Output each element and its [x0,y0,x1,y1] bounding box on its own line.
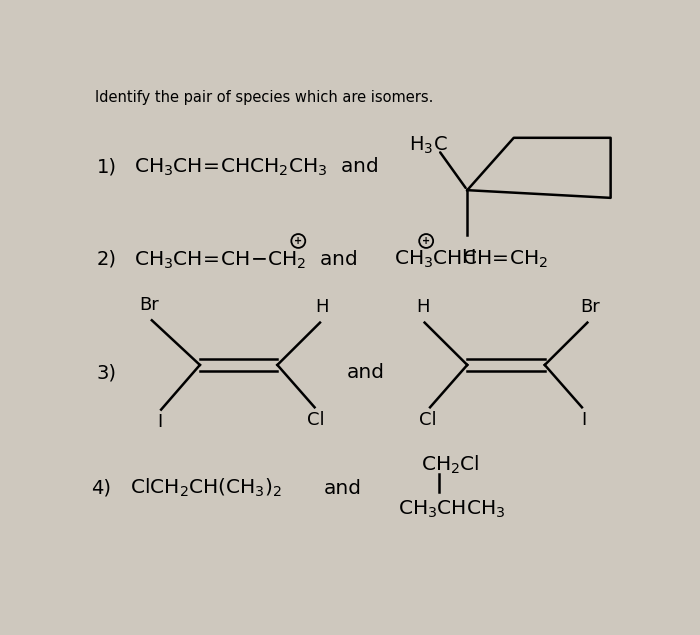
Text: H: H [315,298,328,316]
Text: and: and [347,363,385,382]
Text: Cl: Cl [307,411,325,429]
Text: I: I [581,411,586,429]
Text: I: I [157,413,162,431]
Text: 4): 4) [92,479,111,498]
Text: 2): 2) [97,250,117,269]
Text: H: H [461,248,475,267]
Text: CH$_2$Cl: CH$_2$Cl [421,454,480,476]
Text: 1): 1) [97,157,117,177]
Text: and: and [324,479,362,498]
Text: Cl: Cl [419,411,437,429]
Text: CH$_3$CHCH$\!=\!$CH$_2$: CH$_3$CHCH$\!=\!$CH$_2$ [393,249,548,270]
Text: CH$_3$CH$\!=\!$CH$\!-\!$CH$_2$  and: CH$_3$CH$\!=\!$CH$\!-\!$CH$_2$ and [134,248,357,271]
Text: 3): 3) [97,363,117,382]
Text: H$_3$C: H$_3$C [409,135,448,156]
Text: Br: Br [580,298,600,316]
Text: H: H [416,298,430,316]
Text: ClCH$_2$CH(CH$_3$)$_2$: ClCH$_2$CH(CH$_3$)$_2$ [130,477,282,499]
Text: +: + [294,236,302,246]
Text: +: + [422,236,430,246]
Text: CH$_3$CHCH$_3$: CH$_3$CHCH$_3$ [398,499,505,520]
Text: Identify the pair of species which are isomers.: Identify the pair of species which are i… [95,90,433,105]
Text: CH$_3$CH$\!=\!$CHCH$_2$CH$_3$  and: CH$_3$CH$\!=\!$CHCH$_2$CH$_3$ and [134,156,378,178]
Text: Br: Br [139,296,160,314]
